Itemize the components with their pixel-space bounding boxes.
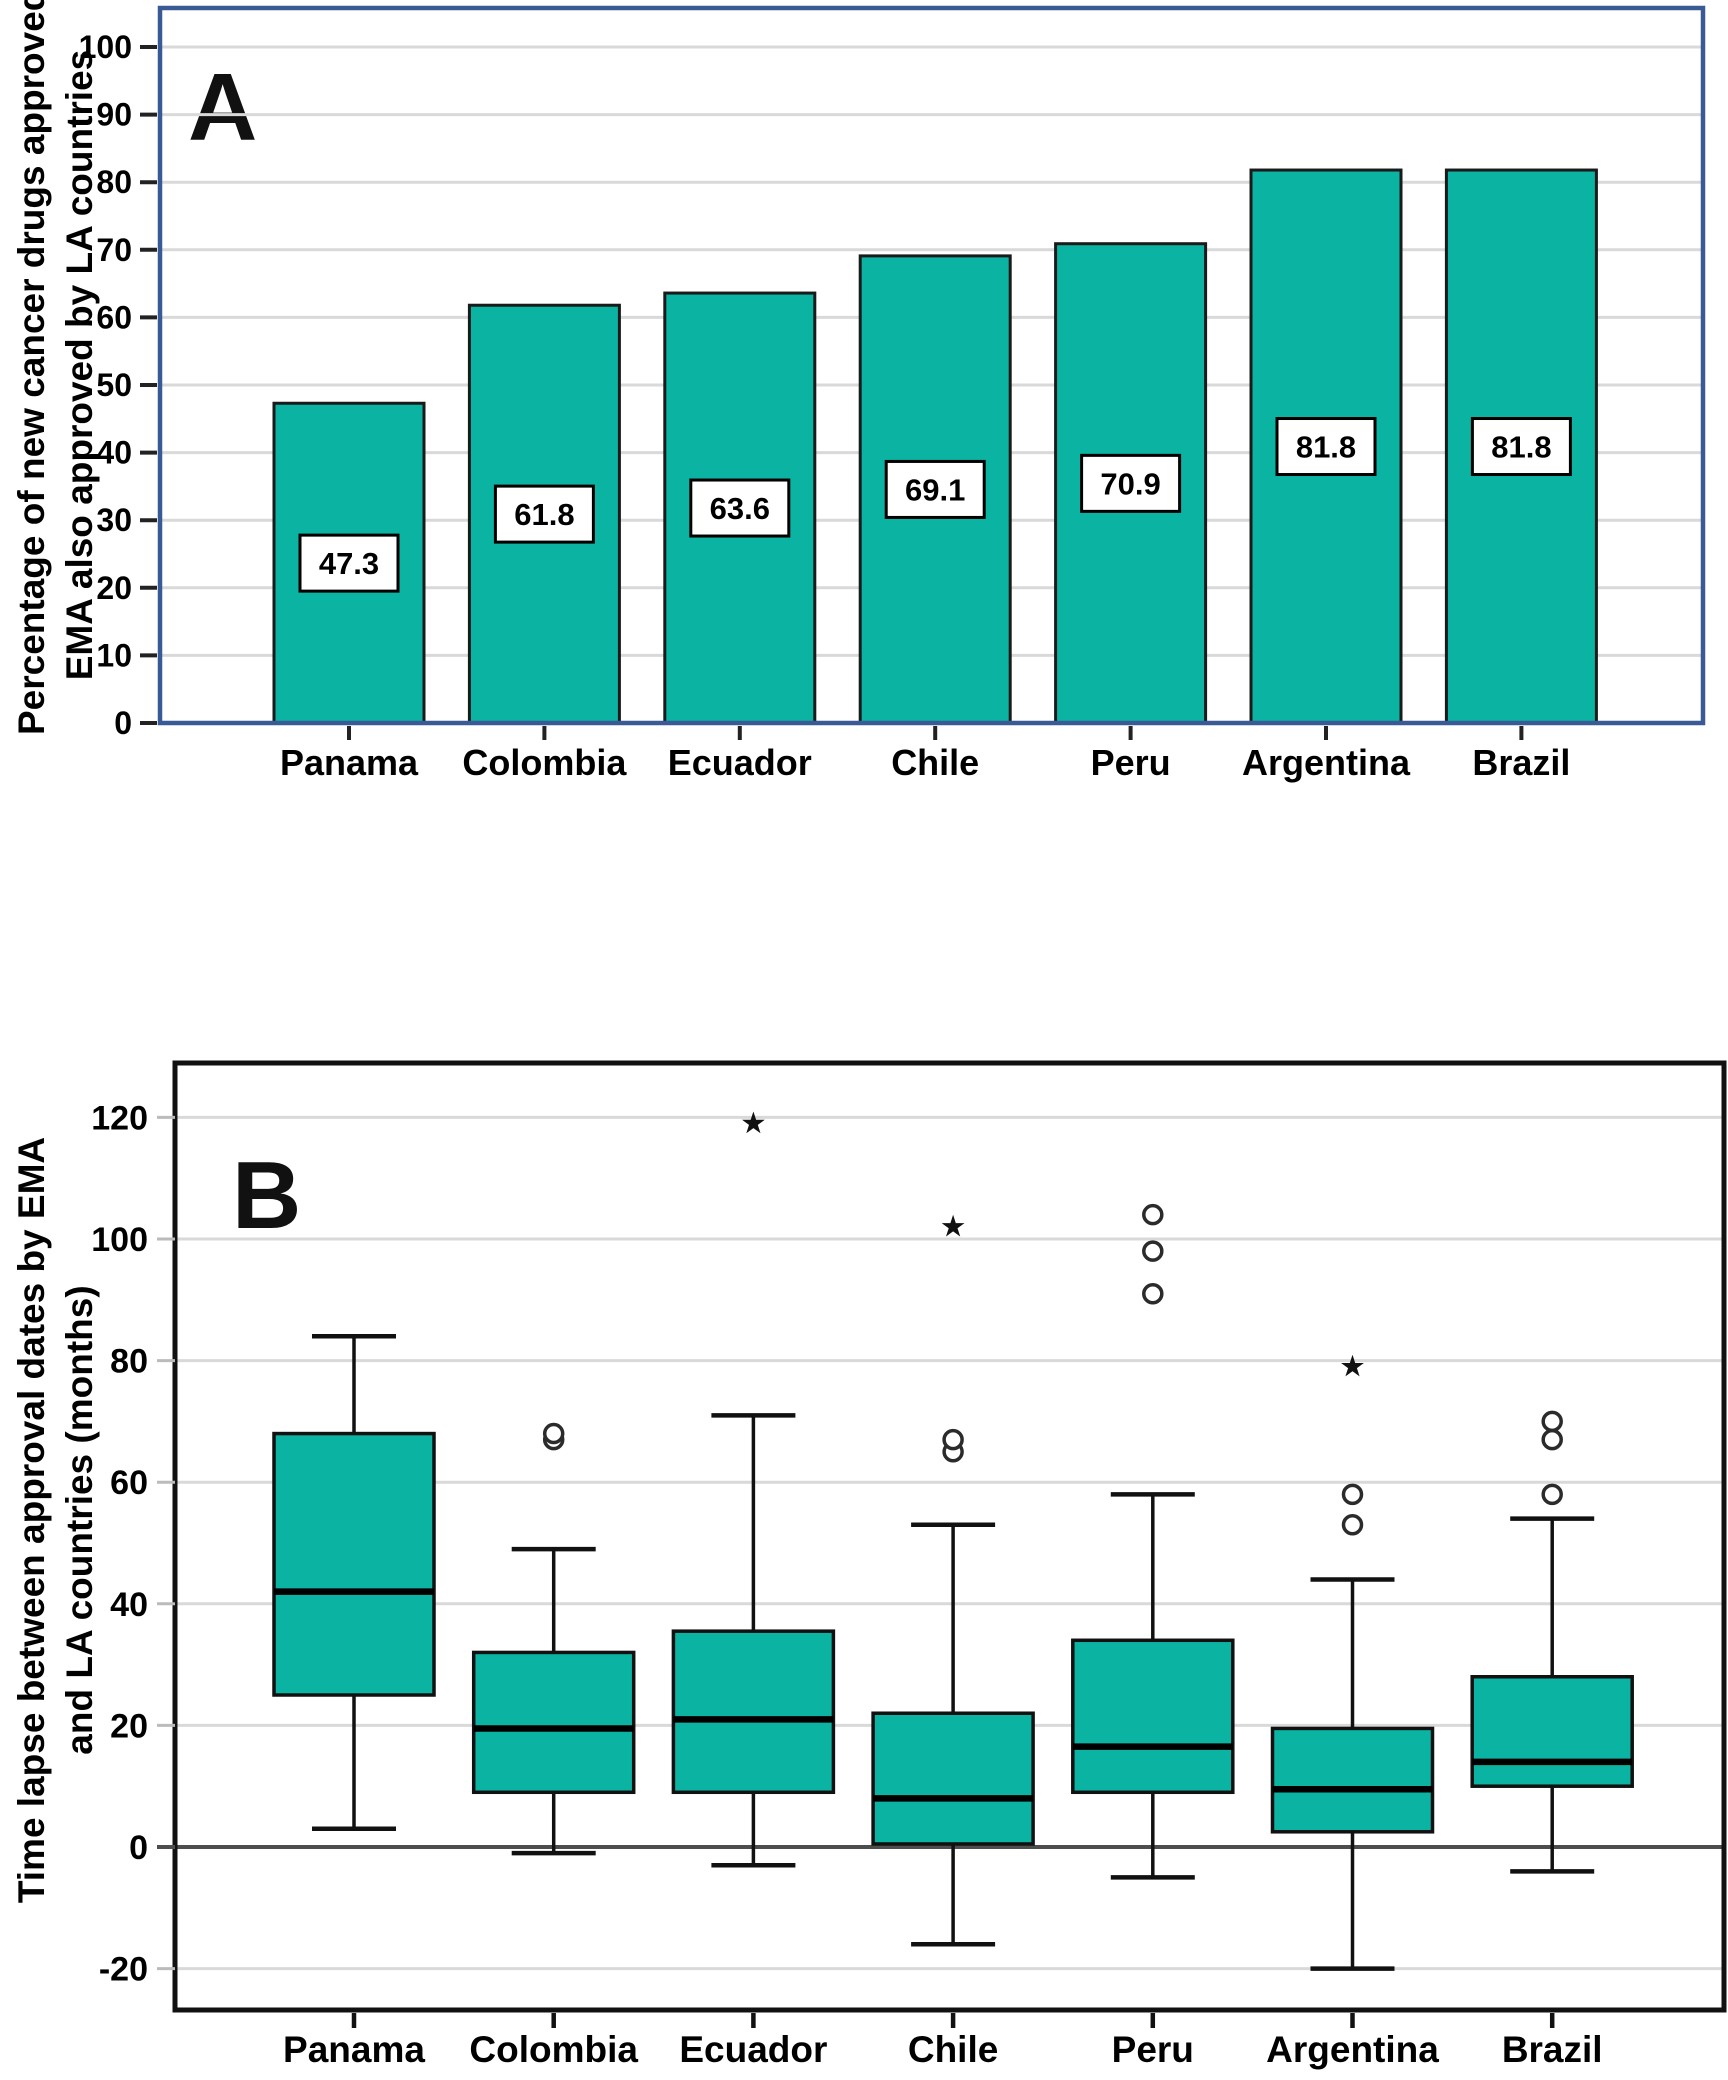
panel-b-letter: B: [232, 1142, 302, 1249]
bar-value-label-text: 47.3: [319, 546, 379, 581]
y-tick-label-a-70: 70: [96, 232, 132, 268]
bar-value-label-box: [298, 533, 400, 593]
boxplot-brazil: [1470, 1410, 1634, 1874]
bar-value-label-text: 61.8: [514, 497, 574, 532]
bar-value-label-text: 81.8: [1296, 430, 1356, 465]
bar-value-label-text: 69.1: [905, 472, 965, 507]
outlier-circle-argentina-58: [1341, 1483, 1364, 1506]
panel-a-border: [157, 5, 1706, 726]
iqr-box: [471, 1650, 636, 1795]
y-tick-label-b--20: -20: [99, 1951, 148, 1989]
outlier-circle-peru-104: [1142, 1203, 1164, 1226]
iqr-box: [671, 1629, 836, 1795]
bar-value-label-chile: 69.1: [884, 459, 986, 519]
bar-value-label-box: [1275, 417, 1377, 477]
x-category-label-a-ecuador: Ecuador: [668, 742, 812, 783]
y-tick-label-a-20: 20: [96, 570, 132, 606]
bar-value-label-brazil: 81.8: [1470, 417, 1572, 477]
outlier-star-chile-102: [941, 1214, 965, 1237]
y-tick-label-a-50: 50: [96, 367, 132, 403]
bar-value-label-peru: 70.9: [1080, 453, 1182, 513]
y-tick-label-a-10: 10: [96, 637, 132, 673]
panel-b-chart: -20 0 20 40 60 80 100 120 Panama Colombia Ecuador C…: [91, 1060, 1727, 2070]
y-tick-label-b-120: 120: [91, 1099, 148, 1137]
y-tick-label-b-100: 100: [91, 1221, 148, 1259]
bar-value-label-box: [1080, 453, 1182, 513]
outlier-circle-colombia-68: [542, 1422, 565, 1445]
y-tick-label-a-0: 0: [114, 705, 132, 741]
bar-value-label-text: 63.6: [710, 491, 770, 526]
y-tick-label-a-40: 40: [96, 435, 132, 471]
iqr-box: [1071, 1638, 1235, 1795]
boxplot-panama: [272, 1334, 436, 1832]
bar-value-label-box: [884, 459, 986, 519]
boxplot-argentina: [1270, 1354, 1435, 1971]
bar-value-label-box: [1470, 417, 1572, 477]
x-category-label-b-colombia: Colombia: [469, 2029, 638, 2070]
x-category-label-b-argentina: Argentina: [1266, 2029, 1439, 2070]
y-tick-label-a-90: 90: [96, 97, 132, 133]
bar-value-label-box: [689, 478, 791, 538]
x-category-label-a-panama: Panama: [280, 742, 419, 783]
y-tick-label-a-80: 80: [96, 164, 132, 200]
panel-a-letter: A: [188, 54, 258, 161]
outlier-circle-chile-67: [942, 1428, 964, 1451]
y-tick-label-a-60: 60: [96, 299, 132, 335]
iqr-box: [272, 1431, 436, 1697]
x-category-label-b-ecuador: Ecuador: [679, 2029, 827, 2070]
iqr-box: [1470, 1675, 1634, 1788]
x-category-label-b-panama: Panama: [283, 2029, 425, 2070]
outlier-circle-peru-91: [1142, 1282, 1164, 1305]
x-category-label-b-brazil: Brazil: [1502, 2029, 1603, 2070]
outlier-circle-brazil-67: [1541, 1428, 1563, 1451]
bar-value-label-argentina: 81.8: [1275, 417, 1377, 477]
y-tick-label-b-40: 40: [110, 1586, 148, 1624]
x-category-label-a-argentina: Argentina: [1242, 742, 1411, 783]
iqr-box: [871, 1711, 1035, 1846]
bar-value-label-text: 81.8: [1491, 430, 1551, 465]
y-tick-label-b-20: 20: [110, 1707, 148, 1745]
iqr-box: [1270, 1726, 1435, 1834]
panel-b-border: [172, 1060, 1727, 2013]
bar-value-label-text: 70.9: [1100, 466, 1160, 501]
outlier-circle-argentina-53: [1341, 1514, 1364, 1536]
outlier-star-ecuador-119: [742, 1111, 765, 1134]
y-tick-label-b-60: 60: [110, 1464, 148, 1502]
bar-value-label-colombia: 61.8: [493, 484, 595, 544]
x-category-label-a-colombia: Colombia: [462, 742, 627, 783]
outlier-star-argentina-79: [1341, 1354, 1364, 1377]
x-category-label-b-chile: Chile: [908, 2029, 998, 2070]
boxplot-peru: [1071, 1203, 1235, 1880]
outlier-circle-brazil-70: [1541, 1410, 1563, 1433]
y-tick-label-a-100: 100: [79, 29, 132, 65]
panel-a-chart: 47.3 61.8 63.6 69.1 70.9 81.8 81.8 0 10 20 30 40 50 6…: [79, 5, 1706, 783]
x-category-label-a-chile: Chile: [891, 742, 979, 783]
x-category-label-a-peru: Peru: [1091, 742, 1171, 783]
boxplot-chile: [871, 1214, 1035, 1947]
outlier-circle-brazil-58: [1541, 1483, 1563, 1506]
y-tick-label-b-0: 0: [129, 1829, 148, 1867]
y-tick-label-a-30: 30: [96, 502, 132, 538]
x-category-label-b-peru: Peru: [1112, 2029, 1194, 2070]
bar-value-label-panama: 47.3: [298, 533, 400, 593]
boxplot-ecuador: [671, 1111, 836, 1868]
outlier-circle-peru-98: [1142, 1240, 1164, 1262]
x-category-label-a-brazil: Brazil: [1472, 742, 1570, 783]
bar-value-label-box: [493, 484, 595, 544]
y-tick-label-b-80: 80: [110, 1343, 148, 1381]
bar-value-label-ecuador: 63.6: [689, 478, 791, 538]
boxplot-colombia: [471, 1422, 636, 1856]
